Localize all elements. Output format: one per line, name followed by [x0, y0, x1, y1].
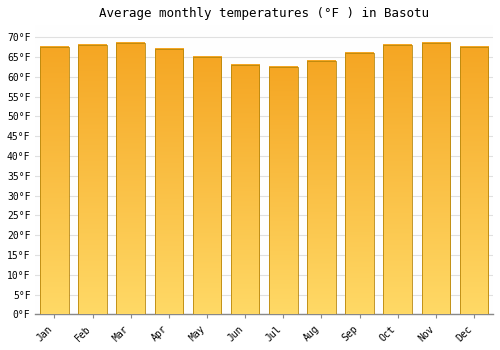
Bar: [78, 45, 107, 315]
Bar: [154, 49, 183, 315]
Bar: [460, 47, 488, 315]
Title: Average monthly temperatures (°F ) in Basotu: Average monthly temperatures (°F ) in Ba…: [99, 7, 429, 20]
Bar: [422, 43, 450, 315]
Bar: [345, 53, 374, 315]
Bar: [269, 67, 298, 315]
Bar: [384, 45, 412, 315]
Bar: [40, 47, 68, 315]
Bar: [231, 65, 260, 315]
Bar: [307, 61, 336, 315]
Bar: [192, 57, 222, 315]
Bar: [116, 43, 145, 315]
